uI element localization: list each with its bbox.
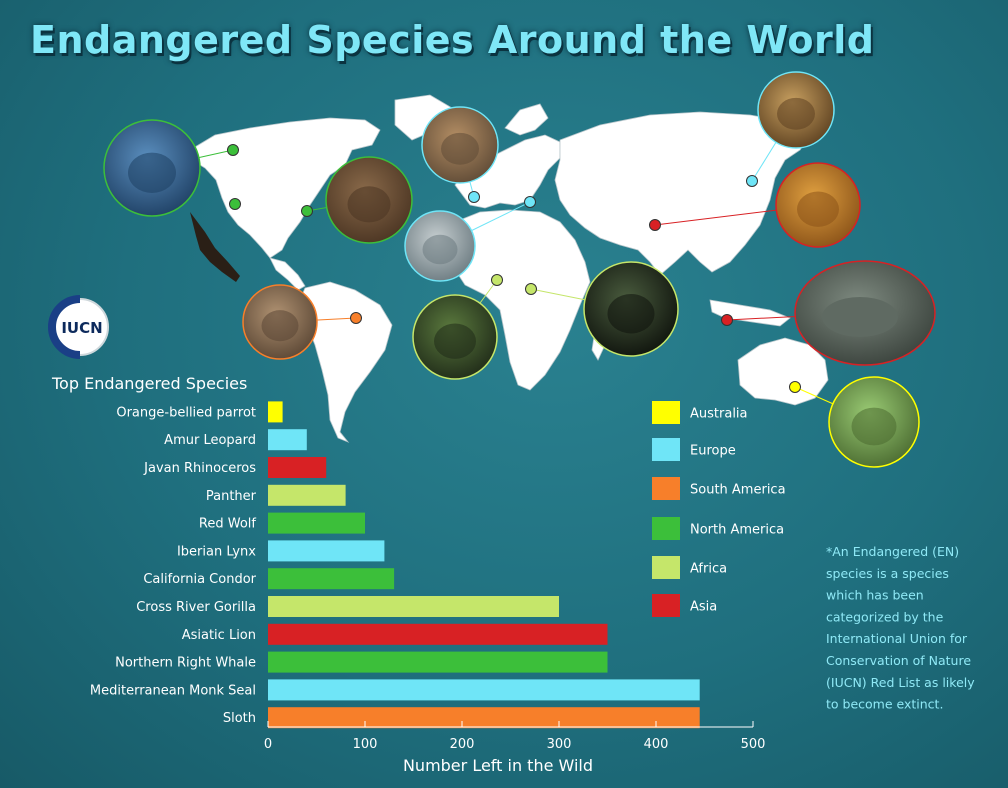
logo-arc xyxy=(48,295,81,359)
legend-swatch xyxy=(652,477,680,500)
parrot-figure xyxy=(851,407,897,446)
legend-swatch xyxy=(652,438,680,461)
x-tick-label: 0 xyxy=(264,737,272,752)
southeast-asia-islands xyxy=(709,299,791,327)
central-america-landmass xyxy=(269,257,306,291)
legend-swatch xyxy=(652,401,680,424)
category-label: Amur Leopard xyxy=(164,433,256,448)
legend-label: Africa xyxy=(690,562,727,577)
x-tick-label: 200 xyxy=(450,737,475,752)
map-pin xyxy=(524,196,536,208)
bar xyxy=(268,401,283,423)
asiatic-lion-figure xyxy=(797,191,839,227)
legend-swatch xyxy=(652,594,680,617)
category-label: Panther xyxy=(206,489,257,504)
category-label: California Condor xyxy=(143,572,256,587)
bar xyxy=(268,540,385,562)
lynx-figure xyxy=(441,132,479,165)
note-line: Conservation of Nature xyxy=(826,653,971,668)
x-tick-label: 300 xyxy=(547,737,572,752)
category-label: Red Wolf xyxy=(199,517,256,532)
bar xyxy=(268,568,395,590)
map-pin xyxy=(789,381,801,393)
legend-swatch xyxy=(652,517,680,540)
bar xyxy=(268,651,608,673)
category-label: Sloth xyxy=(223,711,256,726)
category-label: Mediterranean Monk Seal xyxy=(90,683,256,698)
legend-label: South America xyxy=(690,483,786,498)
legend-label: North America xyxy=(690,523,784,538)
x-axis-label: Number Left in the Wild xyxy=(403,756,593,775)
note-line: (IUCN) Red List as likely xyxy=(826,675,975,690)
map-pin xyxy=(491,274,503,286)
australia-landmass xyxy=(737,337,829,406)
note-line: International Union for xyxy=(826,631,968,646)
map-pin xyxy=(301,205,313,217)
category-label: Javan Rhinoceros xyxy=(143,461,256,476)
bar xyxy=(268,679,700,701)
note-line: which has been xyxy=(826,588,924,603)
note-line: to become extinct. xyxy=(826,697,943,712)
category-label: Iberian Lynx xyxy=(177,544,256,559)
bar xyxy=(268,429,307,451)
note-line: species is a species xyxy=(826,566,949,581)
sloth-figure xyxy=(261,310,299,342)
map-pin xyxy=(468,191,480,203)
legend-label: Europe xyxy=(690,444,736,459)
bar xyxy=(268,623,608,645)
page-title: Endangered Species Around the World xyxy=(30,18,875,62)
bar xyxy=(268,596,559,617)
javan-rhino-figure xyxy=(822,297,898,337)
bar xyxy=(268,457,327,478)
category-label: Northern Right Whale xyxy=(115,656,256,671)
scandinavia-landmass xyxy=(504,103,549,136)
whale-figure xyxy=(128,152,176,193)
condor-figure xyxy=(190,212,240,282)
gorilla-figure xyxy=(434,323,476,359)
category-label: Orange-bellied parrot xyxy=(116,405,256,420)
x-tick-label: 100 xyxy=(353,737,378,752)
map-pin xyxy=(525,283,537,295)
panther-figure xyxy=(607,293,655,334)
category-label: Cross River Gorilla xyxy=(136,600,256,615)
bar xyxy=(268,707,700,729)
africa-landmass xyxy=(449,209,591,391)
monk-seal-figure xyxy=(422,234,458,265)
map-pin xyxy=(229,198,241,210)
x-tick-label: 500 xyxy=(741,737,766,752)
south-america-landmass xyxy=(299,281,393,443)
x-tick-label: 400 xyxy=(644,737,669,752)
bar xyxy=(268,512,365,534)
legend-label: Asia xyxy=(690,600,717,615)
map-pin xyxy=(746,175,758,187)
legend-swatch xyxy=(652,556,680,579)
legend-label: Australia xyxy=(690,407,748,422)
bar xyxy=(268,484,346,506)
map-pin xyxy=(227,144,239,156)
map-pin xyxy=(649,219,661,231)
note-line: categorized by the xyxy=(826,609,944,624)
red-wolf-figure xyxy=(347,186,391,223)
logo-text: IUCN xyxy=(61,319,102,337)
category-label: Asiatic Lion xyxy=(182,628,256,643)
chart-heading: Top Endangered Species xyxy=(51,374,247,393)
note-line: *An Endangered (EN) xyxy=(826,544,959,559)
map-pin xyxy=(350,312,362,324)
amur-leopard-figure xyxy=(777,97,815,130)
map-pin xyxy=(721,314,733,326)
